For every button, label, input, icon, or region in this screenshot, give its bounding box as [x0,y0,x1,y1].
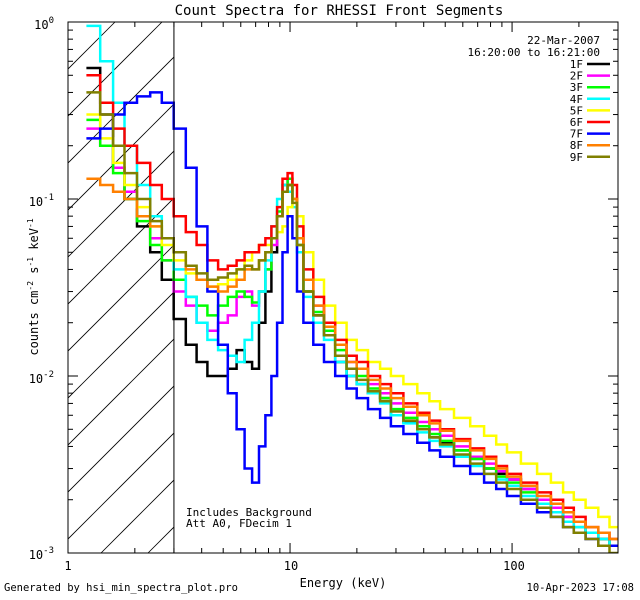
hatch-line [68,150,174,258]
plot-frame [67,21,619,554]
hatch-line [68,244,174,352]
y-axis-label: counts cm-2 s-1 keV-1 [26,218,41,355]
legend-label-3f: 3F [570,81,583,94]
hatch-line [100,479,174,553]
generated-by-footer: Generated by hsi_min_spectra_plot.pro [4,582,238,594]
series-line-2f [86,127,618,547]
hatch-line [147,526,174,553]
hatch-line [68,197,174,305]
x-tick-label: 100 [503,559,525,573]
series-line-8f [86,177,618,541]
axis-ticks [67,21,619,554]
chart-title: Count Spectra for RHESSI Front Segments [175,3,504,19]
hatch-line [68,338,174,446]
y-tick-label: 100 [34,16,54,32]
hatch-line [68,103,174,211]
series-line-9f [86,91,618,553]
hatch-line [68,22,163,117]
y-tick-labels: 100 10-1 10-2 10-3 [29,16,54,562]
legend-label-8f: 8F [570,139,583,152]
x-tick-label: 1 [64,559,71,573]
hatch-line [68,432,174,540]
background-note: Includes Background [186,506,312,519]
legend-label-5f: 5F [570,104,583,117]
legend-label-1f: 1F [570,58,583,71]
y-tick-label: 10-3 [29,546,54,562]
x-tick-labels: 1 10 100 [64,559,524,573]
series-line-7f [86,91,618,547]
time-range-annotation: 16:20:00 to 16:21:00 [468,46,600,59]
y-tick-label: 10-1 [29,193,54,209]
hatch-line [68,385,174,493]
timestamp-footer: 10-Apr-2023 17:08 [526,582,634,594]
hatch-line [68,22,116,70]
background-hatch-region [68,22,174,553]
attenuator-note: Att A0, FDecim 1 [186,517,292,530]
legend-label-9f: 9F [570,151,583,164]
series-group [86,24,618,553]
y-tick-label: 10-2 [29,370,54,386]
series-line-6f [86,74,618,541]
hatch-line [68,291,174,399]
legend-label-4f: 4F [570,93,583,106]
hatch-line [68,56,174,164]
series-line-5f [86,113,618,529]
date-annotation: 22-Mar-2007 [527,34,600,47]
x-tick-label: 10 [284,559,298,573]
legend-label-7f: 7F [570,128,583,141]
series-line-3f [86,118,618,547]
legend-label-6f: 6F [570,116,583,129]
legend-label-2f: 2F [570,70,583,83]
x-axis-label: Energy (keV) [300,576,387,590]
